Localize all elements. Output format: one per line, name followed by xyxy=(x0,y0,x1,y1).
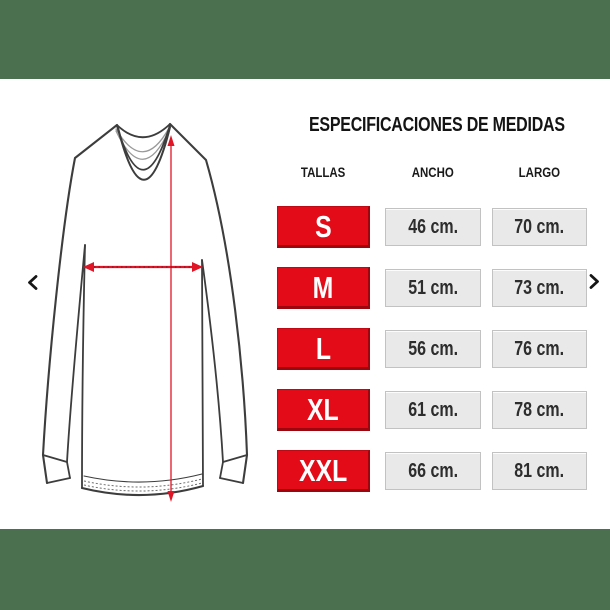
left-cuff-seam xyxy=(42,454,68,463)
column-header-ancho: ANCHO xyxy=(411,165,455,180)
largo-value: 76 cm. xyxy=(492,330,587,368)
right-cuff-seam xyxy=(222,454,248,463)
length-arrowhead-down-icon xyxy=(167,491,175,502)
size-badge: XL xyxy=(277,389,370,431)
ancho-value: 51 cm. xyxy=(385,269,481,307)
largo-value: 81 cm. xyxy=(492,452,587,490)
table-row-s: S 46 cm. 70 cm. xyxy=(277,206,587,248)
ancho-value: 66 cm. xyxy=(385,452,481,490)
size-chart-panel: ESPECIFICACIONES DE MEDIDAS TALLAS ANCHO… xyxy=(0,79,610,529)
ancho-value: 46 cm. xyxy=(385,208,481,246)
hem-stitch-line xyxy=(83,482,203,492)
collar-outer-neckline xyxy=(116,125,172,181)
page-title: ESPECIFICACIONES DE MEDIDAS xyxy=(308,114,565,136)
ancho-value: 56 cm. xyxy=(385,330,481,368)
width-arrowhead-right-icon xyxy=(192,262,203,272)
ancho-value: 61 cm. xyxy=(385,391,481,429)
largo-value: 78 cm. xyxy=(492,391,587,429)
table-header-row: TALLAS ANCHO LARGO xyxy=(277,165,587,180)
table-row-xl: XL 61 cm. 78 cm. xyxy=(277,389,587,431)
left-sleeve-outer-edge xyxy=(41,123,119,485)
left-sleeve-inner-edge xyxy=(66,244,86,479)
length-arrowhead-up-icon xyxy=(167,135,175,146)
size-badge: L xyxy=(277,328,370,370)
largo-value: 73 cm. xyxy=(492,269,587,307)
width-arrowhead-left-icon xyxy=(83,262,94,272)
size-badge: M xyxy=(277,267,370,309)
collar-top-edge xyxy=(116,123,171,139)
largo-value: 70 cm. xyxy=(492,208,587,246)
carousel-next-button[interactable] xyxy=(586,271,603,292)
right-cuff-bottom xyxy=(219,477,244,484)
chevron-right-icon xyxy=(589,274,599,289)
table-row-xxl: XXL 66 cm. 81 cm. xyxy=(277,450,587,492)
table-row-l: L 56 cm. 76 cm. xyxy=(277,328,587,370)
size-badge: S xyxy=(277,206,370,248)
bottom-green-band xyxy=(0,529,610,610)
right-sleeve-outer-edge xyxy=(168,122,249,485)
chevron-left-icon xyxy=(28,275,38,290)
hem-seam-line xyxy=(83,473,203,483)
body-right-edge xyxy=(201,259,204,487)
body-left-edge xyxy=(81,244,86,489)
right-sleeve-inner-edge xyxy=(201,259,224,479)
table-row-m: M 51 cm. 73 cm. xyxy=(277,267,587,309)
column-header-largo: LARGO xyxy=(518,165,561,180)
shirt-measurement-diagram xyxy=(41,122,249,502)
column-header-tallas: TALLAS xyxy=(301,165,346,180)
hem-stitch-line xyxy=(83,478,203,488)
carousel-prev-button[interactable] xyxy=(24,272,41,293)
size-table: S 46 cm. 70 cm. M 51 cm. 73 cm. L 56 cm.… xyxy=(277,206,587,492)
size-badge: XXL xyxy=(277,450,370,492)
body-bottom-hem xyxy=(80,484,205,497)
left-cuff-bottom xyxy=(46,477,71,484)
top-green-band xyxy=(0,0,610,79)
